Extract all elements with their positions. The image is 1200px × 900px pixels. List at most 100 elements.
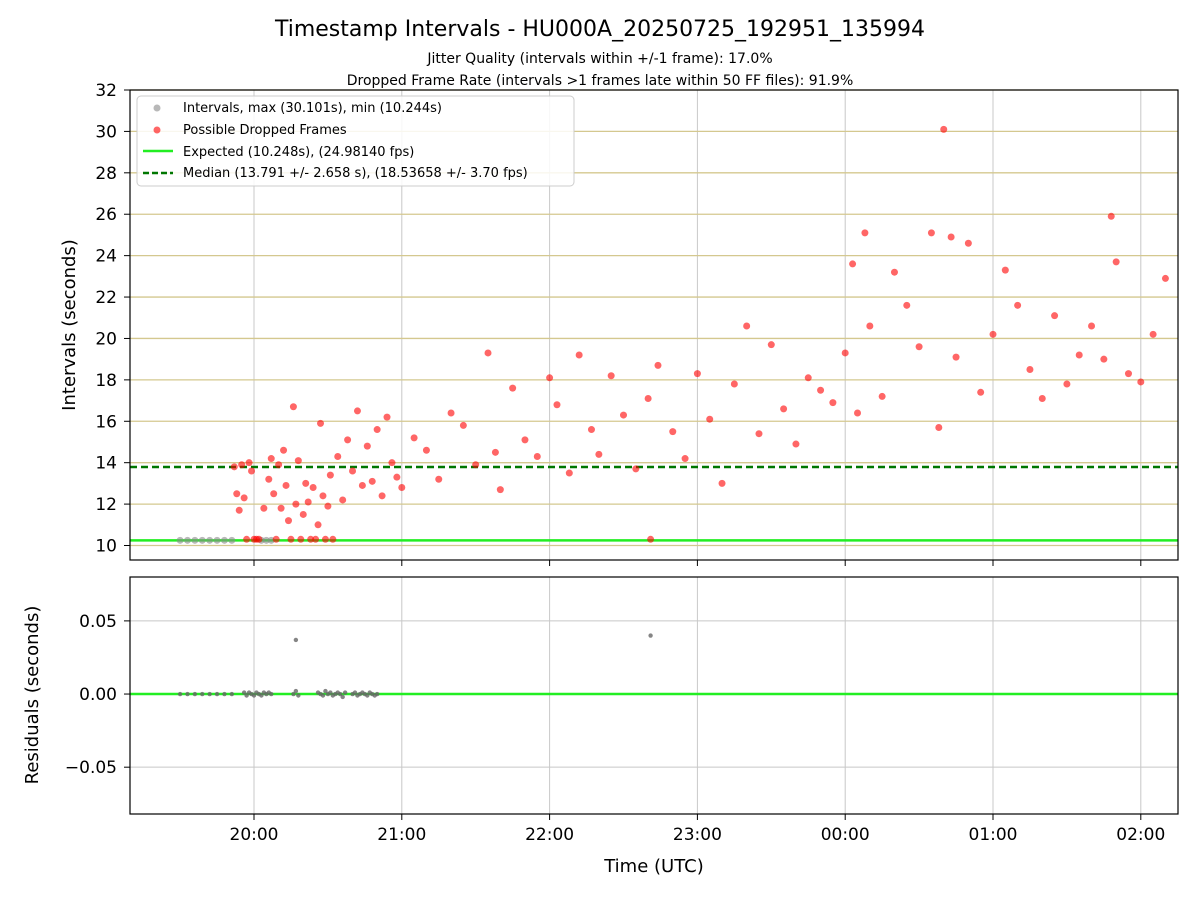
- intervals-y-tick-label: 22: [95, 288, 117, 308]
- residual-point: [320, 693, 326, 698]
- dropped-frame-point: [349, 467, 357, 475]
- dropped-frame-point: [1124, 370, 1132, 378]
- dropped-frame-point: [878, 392, 886, 400]
- residual-point: [365, 693, 370, 698]
- dropped-frame-point: [587, 426, 595, 434]
- dropped-frame-point: [334, 452, 342, 460]
- dropped-frame-point: [935, 423, 943, 431]
- interval-point: [191, 536, 199, 544]
- dropped-frame-point: [1137, 378, 1145, 386]
- residuals-y-tick-label: 0.00: [79, 685, 117, 705]
- dropped-frame-point: [307, 535, 315, 543]
- residual-point: [328, 690, 333, 695]
- legend-expected-label: Expected (10.248s), (24.98140 fps): [183, 145, 414, 160]
- interval-point: [198, 536, 206, 544]
- dropped-frame-point: [383, 413, 391, 421]
- dropped-frame-point: [767, 341, 775, 349]
- dropped-frame-point: [521, 436, 529, 444]
- dropped-frame-point: [287, 535, 295, 543]
- residual-point: [244, 693, 249, 698]
- residuals-y-ticks: 0.05 0.00 −0.05: [65, 612, 130, 778]
- residual-point: [293, 688, 299, 694]
- legend-median-label: Median (13.791 +/- 2.658 s), (18.53658 +…: [183, 166, 528, 181]
- residual-point: [214, 691, 220, 697]
- dropped-frame-point: [632, 465, 640, 473]
- dropped-frame-point: [730, 380, 738, 388]
- intervals-panel: 10 12 14 16 18 20 22 24 26 28 30 32 Intervals (seco…: [59, 81, 1179, 566]
- dropped-frame-point: [326, 471, 334, 479]
- dropped-frame-point: [243, 535, 251, 543]
- dropped-frame-point: [496, 486, 504, 494]
- dropped-frame-point: [299, 510, 307, 518]
- dropped-frame-point: [804, 374, 812, 382]
- dropped-frame-point: [553, 401, 561, 409]
- dropped-frame-point: [693, 370, 701, 378]
- dropped-frame-point: [378, 492, 386, 500]
- residual-point: [207, 691, 212, 697]
- dropped-frame-point: [607, 372, 615, 380]
- dropped-frame-point: [388, 459, 396, 467]
- intervals-y-tick-label: 14: [95, 454, 117, 474]
- dropped-frame-point: [422, 446, 430, 454]
- intervals-y-tick-label: 32: [95, 81, 117, 101]
- residuals-y-tick-label: −0.05: [65, 758, 117, 778]
- dropped-frame-point: [989, 330, 997, 338]
- intervals-reference-lines: [130, 465, 1178, 542]
- residual-point: [296, 693, 301, 698]
- legend-dropped-marker: [153, 126, 161, 134]
- dropped-frame-point: [321, 535, 329, 543]
- interval-point: [176, 536, 184, 544]
- dropped-frame-point: [669, 428, 677, 436]
- intervals-y-tick-label: 16: [95, 412, 117, 432]
- dropped-frame-point: [238, 461, 246, 469]
- dropped-frame-point: [915, 343, 923, 351]
- figure-subtitle-jitter: Jitter Quality (intervals within +/-1 fr…: [426, 51, 772, 67]
- residual-point: [177, 691, 183, 697]
- dropped-frame-point: [491, 448, 499, 456]
- dropped-frame-point: [681, 455, 689, 463]
- dropped-frame-point: [1026, 366, 1034, 374]
- dropped-frame-point: [368, 477, 376, 485]
- x-tick-label: 00:00: [821, 825, 870, 845]
- dropped-frame-point: [1014, 301, 1022, 309]
- x-tick-label: 22:00: [525, 825, 574, 845]
- dropped-frame-point: [575, 351, 583, 359]
- interval-point: [220, 536, 228, 544]
- dropped-frame-point: [866, 322, 874, 330]
- dropped-frame-point: [1001, 266, 1009, 274]
- residual-point: [323, 688, 328, 694]
- dropped-frame-point: [309, 484, 317, 492]
- legend: Intervals, max (30.101s), min (10.244s) …: [136, 95, 575, 187]
- residual-point: [200, 691, 205, 697]
- dropped-frame-point: [284, 517, 292, 525]
- dropped-frame-point: [294, 457, 302, 465]
- intervals-points: [176, 125, 1169, 544]
- residuals-panel: 0.05 0.00 −0.05 20:00 21:00 22:00 23:00 00:00 0…: [22, 576, 1179, 877]
- x-tick-label: 20:00: [230, 825, 279, 845]
- dropped-frame-point: [255, 535, 263, 543]
- residual-point: [352, 690, 358, 695]
- dropped-frame-point: [817, 386, 825, 394]
- dropped-frame-point: [1149, 330, 1157, 338]
- dropped-frame-point: [861, 229, 869, 237]
- dropped-frame-point: [329, 535, 337, 543]
- intervals-y-tick-label: 18: [95, 371, 117, 391]
- intervals-x-ticks: [253, 560, 1142, 566]
- interval-point: [262, 536, 270, 544]
- dropped-frame-point: [565, 469, 573, 477]
- dropped-frame-point: [1075, 351, 1083, 359]
- dropped-frame-point: [302, 479, 310, 487]
- residuals-y-tick-label: 0.05: [79, 612, 117, 632]
- dropped-frame-point: [289, 403, 297, 411]
- dropped-frame-point: [260, 504, 268, 512]
- dropped-frame-point: [275, 461, 283, 469]
- dropped-frame-point: [854, 409, 862, 417]
- x-tick-label: 01:00: [969, 825, 1018, 845]
- legend-intervals-marker: [153, 104, 161, 112]
- residuals-plot-area: [130, 577, 1178, 814]
- figure-subtitle-dropped: Dropped Frame Rate (intervals >1 frames …: [347, 73, 854, 89]
- intervals-y-tick-label: 28: [95, 164, 117, 184]
- x-tick-label: 21:00: [377, 825, 426, 845]
- intervals-y-ticks: 10 12 14 16 18 20 22 24 26 28 30 32: [95, 81, 130, 557]
- residual-point: [374, 691, 380, 697]
